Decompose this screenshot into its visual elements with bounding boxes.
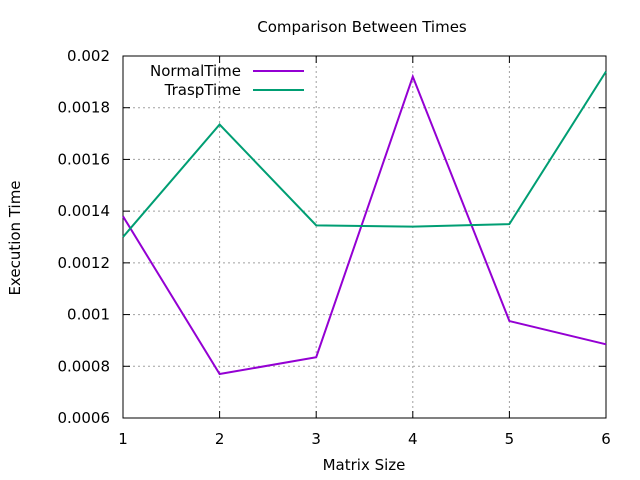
plot-frame [122,55,607,419]
y-tick-label: 0.0012 [58,254,111,272]
series-lines [122,70,607,376]
x-tick-label: 5 [505,430,515,448]
chart-title: Comparison Between Times [257,18,467,36]
grid [123,56,606,418]
legend-label-normaltime: NormalTime [150,62,241,80]
series-line-trasptime [122,70,607,238]
x-axis-label: Matrix Size [323,456,406,474]
y-tick-label: 0.0006 [58,409,111,427]
y-tick-label: 0.001 [67,306,110,324]
y-tick-label: 0.002 [67,47,110,65]
axis-ticks: 1 2 3 4 5 6 0.0006 0.0008 0.001 0.0012 0.0014 0.001… [58,47,611,448]
legend: NormalTime TraspTime [150,62,304,99]
y-axis-label: Execution Time [6,180,24,295]
x-tick-label: 4 [408,430,418,448]
y-tick-label: 0.0008 [58,357,111,375]
series-line-normaltime [122,73,607,376]
x-tick-label: 2 [215,430,225,448]
y-tick-label: 0.0018 [58,99,111,117]
x-tick-label: 6 [601,430,611,448]
y-tick-label: 0.0014 [58,202,111,220]
legend-label-trasptime: TraspTime [164,81,241,99]
y-tick-label: 0.0016 [58,150,111,168]
x-tick-label: 3 [311,430,321,448]
x-tick-label: 1 [118,430,128,448]
